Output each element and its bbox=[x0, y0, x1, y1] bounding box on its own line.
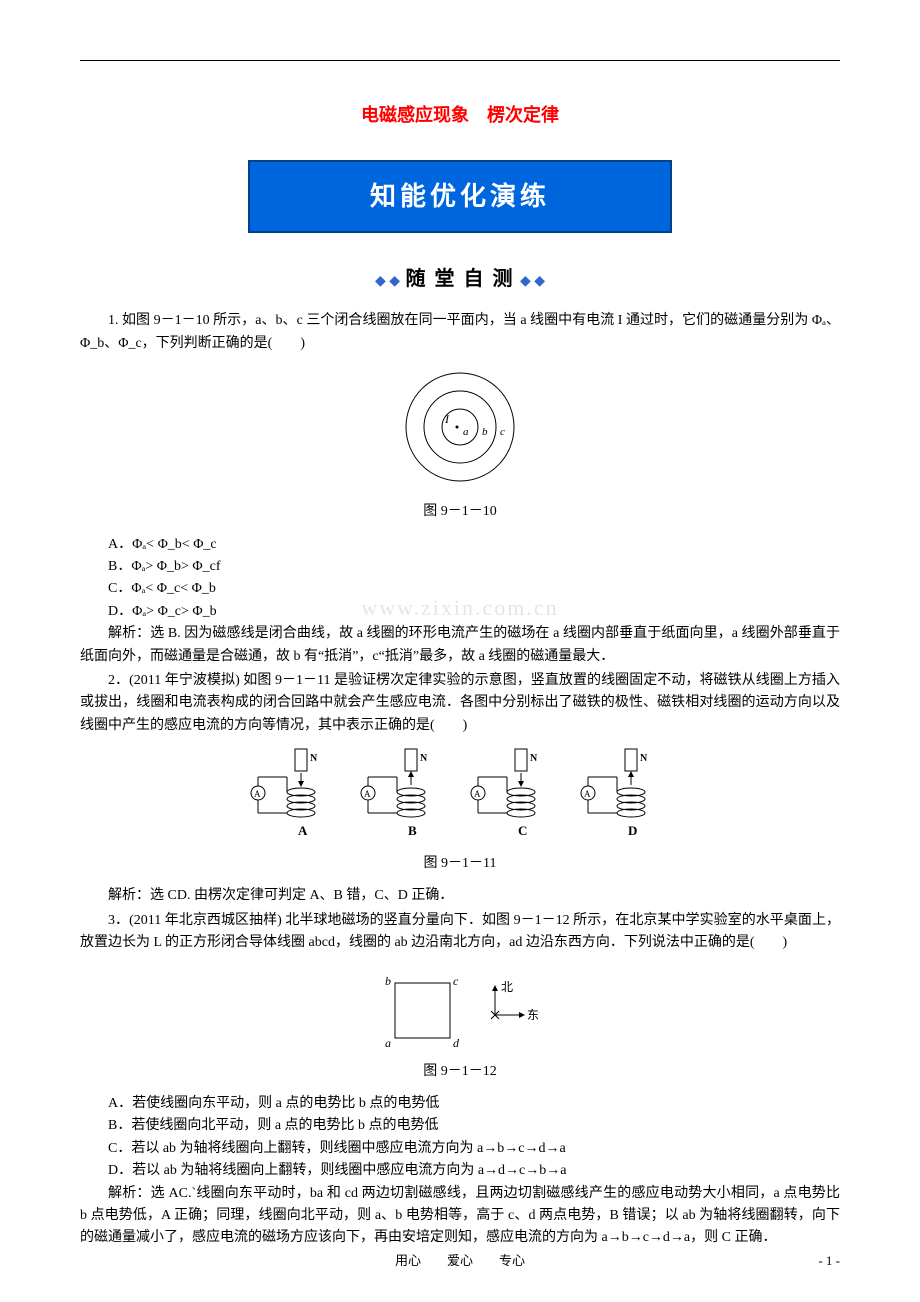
svg-text:A: A bbox=[254, 789, 261, 799]
q3-stem: 3．(2011 年北京西城区抽样) 北半球地磁场的竖直分量向下．如图 9－1－1… bbox=[80, 910, 840, 955]
svg-text:N: N bbox=[640, 753, 648, 764]
top-rule bbox=[80, 60, 840, 61]
svg-text:N: N bbox=[420, 753, 428, 764]
q2-answer: 解析：选 CD. 由楞次定律可判定 A、B 错，C、D 正确． bbox=[80, 885, 840, 907]
page-title: 电磁感应现象 楞次定律 bbox=[80, 101, 840, 130]
svg-text:C: C bbox=[518, 823, 527, 838]
diamond-left-icon: ◆ ◆ bbox=[375, 271, 400, 293]
footer: 用心 爱心 专心 bbox=[0, 1251, 920, 1272]
q1-answer: 解析：选 B. 因为磁感线是闭合曲线，故 a 线圈的环形电流产生的磁场在 a 线… bbox=[80, 623, 840, 668]
q3-option-b: B．若使线圈向北平动，则 a 点的电势比 b 点的电势低 bbox=[80, 1115, 840, 1137]
q1-option-d: D．Φₐ> Φ_c> Φ_b bbox=[80, 601, 840, 623]
svg-text:b: b bbox=[482, 426, 488, 438]
concentric-circles-icon: I a b c bbox=[390, 365, 530, 495]
q2-stem: 2．(2011 年宁波模拟) 如图 9－1－11 是验证楞次定律实验的示意图，竖… bbox=[80, 670, 840, 737]
subheader-text: 随 堂 自 测 bbox=[406, 268, 515, 290]
banner: 知能优化演练 bbox=[248, 160, 672, 234]
svg-text:I: I bbox=[444, 412, 450, 426]
subheader: ◆ ◆ 随 堂 自 测 ◆ ◆ bbox=[80, 263, 840, 295]
svg-text:b: b bbox=[385, 974, 391, 988]
svg-text:A: A bbox=[584, 789, 591, 799]
q2-caption: 图 9－1－11 bbox=[80, 853, 840, 875]
q1-option-c: C．Φₐ< Φ_c< Φ_b bbox=[80, 578, 840, 600]
lenz-experiment-icon: N A A N bbox=[220, 747, 700, 847]
svg-text:东: 东 bbox=[527, 1008, 539, 1022]
q3-option-a: A．若使线圈向东平动，则 a 点的电势比 b 点的电势低 bbox=[80, 1093, 840, 1115]
svg-text:c: c bbox=[453, 974, 459, 988]
svg-text:B: B bbox=[408, 823, 417, 838]
q1-option-a: A．Φₐ< Φ_b< Φ_c bbox=[80, 534, 840, 556]
svg-text:N: N bbox=[530, 753, 538, 764]
svg-text:A: A bbox=[364, 789, 371, 799]
svg-text:a: a bbox=[385, 1036, 391, 1050]
svg-text:D: D bbox=[628, 823, 637, 838]
q1-stem: 1. 如图 9－1－10 所示，a、b、c 三个闭合线圈放在同一平面内，当 a … bbox=[80, 310, 840, 355]
q3-answer: 解析：选 AC.`线圈向东平动时，ba 和 cd 两边切割磁感线，且两边切割磁感… bbox=[80, 1183, 840, 1250]
page: 电磁感应现象 楞次定律 知能优化演练 ◆ ◆ 随 堂 自 测 ◆ ◆ 1. 如图… bbox=[0, 0, 920, 1302]
q3-option-c: C．若以 ab 为轴将线圈向上翻转，则线圈中感应电流方向为 a→b→c→d→a bbox=[80, 1138, 840, 1160]
q2-figure: N A A N bbox=[80, 747, 840, 847]
q1-option-b: B．Φₐ> Φ_b> Φ_cf bbox=[80, 556, 840, 578]
q1-caption: 图 9－1－10 bbox=[80, 501, 840, 523]
svg-text:c: c bbox=[500, 426, 505, 438]
diamond-right-icon: ◆ ◆ bbox=[520, 271, 545, 293]
svg-text:a: a bbox=[463, 426, 469, 438]
q3-figure: b c a d 北 东 bbox=[80, 965, 840, 1055]
square-compass-icon: b c a d 北 东 bbox=[365, 965, 555, 1055]
svg-text:N: N bbox=[310, 753, 318, 764]
svg-text:北: 北 bbox=[501, 980, 513, 994]
svg-text:A: A bbox=[474, 789, 481, 799]
q1-figure: I a b c bbox=[80, 365, 840, 495]
svg-text:A: A bbox=[298, 823, 308, 838]
svg-text:d: d bbox=[453, 1036, 460, 1050]
page-number: - 1 - bbox=[818, 1251, 840, 1272]
q3-option-d: D．若以 ab 为轴将线圈向上翻转，则线圈中感应电流方向为 a→d→c→b→a bbox=[80, 1160, 840, 1182]
q3-caption: 图 9－1－12 bbox=[80, 1061, 840, 1083]
